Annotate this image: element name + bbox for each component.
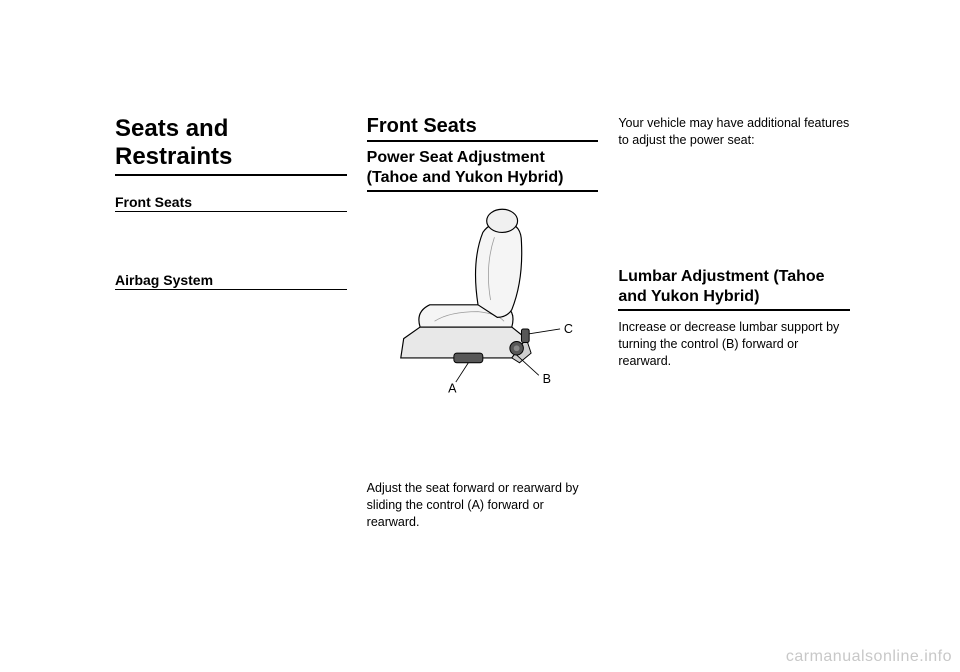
toc-items-placeholder-2 xyxy=(115,296,347,350)
diagram-label-c: C xyxy=(564,322,573,336)
watermark: carmanualsonline.info xyxy=(786,648,952,666)
diagram-label-a: A xyxy=(448,382,457,396)
feature-list-placeholder xyxy=(618,157,850,267)
subsection-power-seat: Power Seat Adjustment (Tahoe and Yukon H… xyxy=(367,148,599,192)
toc-heading-airbag-system: Airbag System xyxy=(115,272,347,290)
body-lumbar: Increase or decrease lumbar support by t… xyxy=(618,319,850,370)
subsection-lumbar: Lumbar Adjustment (Tahoe and Yukon Hybri… xyxy=(618,267,850,311)
section-title-front-seats: Front Seats xyxy=(367,115,599,142)
body-adjust-seat: Adjust the seat forward or rearward by s… xyxy=(367,480,599,531)
column-2: Front Seats Power Seat Adjustment (Tahoe… xyxy=(367,115,599,575)
body-additional-features: Your vehicle may have additional feature… xyxy=(618,115,850,149)
diagram-label-b: B xyxy=(542,372,550,386)
seat-diagram: A B C xyxy=(367,200,599,400)
column-1: Seats and Restraints Front Seats Airbag … xyxy=(115,115,347,575)
chapter-title: Seats and Restraints xyxy=(115,115,347,176)
page-content: Seats and Restraints Front Seats Airbag … xyxy=(115,115,850,575)
toc-heading-front-seats: Front Seats xyxy=(115,194,347,212)
caption-placeholder xyxy=(367,410,599,480)
column-3: Your vehicle may have additional feature… xyxy=(618,115,850,575)
toc-items-placeholder-1 xyxy=(115,218,347,272)
